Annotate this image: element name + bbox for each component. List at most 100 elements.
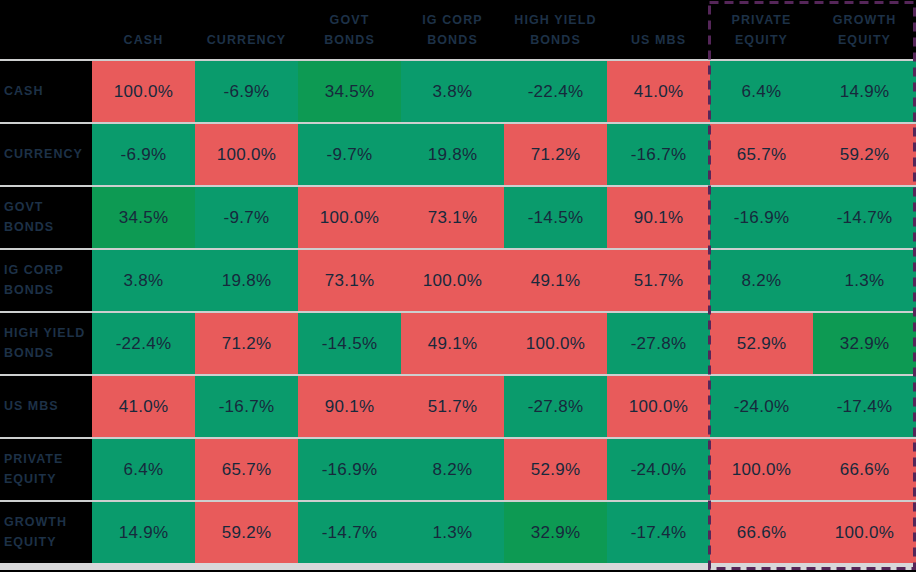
row-header: PRIVATE EQUITY — [0, 439, 92, 500]
matrix-cell: 32.9% — [504, 502, 607, 563]
row-header-label: CURRENCY — [4, 145, 83, 164]
matrix-cell: -6.9% — [195, 61, 298, 122]
row-header-label: US MBS — [4, 397, 59, 416]
row-header-label: GROWTH EQUITY — [4, 513, 90, 552]
cell-value: -16.9% — [322, 460, 378, 480]
row-header-label: HIGH YIELD BONDS — [4, 324, 90, 363]
column-header: GOVT BONDS — [298, 0, 401, 59]
cell-value: 100.0% — [320, 208, 379, 228]
matrix-cell: 100.0% — [195, 124, 298, 185]
cell-value: 49.1% — [428, 334, 478, 354]
matrix-row: GOVT BONDS34.5%-9.7%100.0%73.1%-14.5%90.… — [0, 187, 916, 248]
matrix-cell: -14.5% — [298, 313, 401, 374]
column-header-label: HIGH YIELD BONDS — [510, 11, 601, 50]
matrix-cell: -16.9% — [710, 187, 813, 248]
matrix-cell: -6.9% — [92, 124, 195, 185]
matrix-cell: 19.8% — [195, 250, 298, 311]
matrix-cell: 66.6% — [710, 502, 813, 563]
row-header-label: CASH — [4, 82, 43, 101]
matrix-cell: 71.2% — [504, 124, 607, 185]
cell-value: -24.0% — [631, 460, 687, 480]
matrix-cell: 6.4% — [710, 61, 813, 122]
cell-value: -9.7% — [224, 208, 270, 228]
row-header: HIGH YIELD BONDS — [0, 313, 92, 374]
matrix-cell: 8.2% — [710, 250, 813, 311]
cell-value: -27.8% — [631, 334, 687, 354]
column-header-label: GROWTH EQUITY — [819, 11, 910, 50]
bottom-strip — [0, 563, 916, 570]
matrix-cell: 65.7% — [710, 124, 813, 185]
cell-value: 1.3% — [433, 523, 473, 543]
column-header: HIGH YIELD BONDS — [504, 0, 607, 59]
cell-value: -14.7% — [322, 523, 378, 543]
cell-value: 19.8% — [222, 271, 272, 291]
matrix-cell: -24.0% — [710, 376, 813, 437]
matrix-row: HIGH YIELD BONDS-22.4%71.2%-14.5% 49.1% 10… — [0, 313, 916, 374]
matrix-row: GROWTH EQUITY 14.9% 59.2% -14.7% 1.3% 32.9% -1… — [0, 502, 916, 563]
column-header-label: IG CORP BONDS — [407, 11, 498, 50]
matrix-cell: -27.8% — [504, 376, 607, 437]
column-header-label: CURRENCY — [207, 31, 287, 50]
cell-value: 59.2% — [840, 145, 890, 165]
cell-value: 73.1% — [325, 271, 375, 291]
cell-value: 100.0% — [423, 271, 482, 291]
cell-value: 3.8% — [124, 271, 164, 291]
matrix-cell: 90.1% — [607, 187, 710, 248]
matrix-cell: 51.7% — [607, 250, 710, 311]
cell-value: 73.1% — [428, 208, 478, 228]
row-header: CASH — [0, 61, 92, 122]
matrix-cell: -17.4% — [813, 376, 916, 437]
matrix-cell: -24.0% — [607, 439, 710, 500]
column-header-label: PRIVATE EQUITY — [716, 11, 807, 50]
matrix-cell: 71.2% — [195, 313, 298, 374]
cell-value: 14.9% — [119, 523, 169, 543]
cell-value: 100.0% — [114, 82, 173, 102]
matrix-cell: 59.2% — [195, 502, 298, 563]
column-header: CURRENCY — [195, 0, 298, 59]
matrix-cell: -14.7% — [813, 187, 916, 248]
cell-value: -17.4% — [631, 523, 687, 543]
row-header-label: PRIVATE EQUITY — [4, 450, 90, 489]
cell-value: 100.0% — [526, 334, 585, 354]
matrix-cell: 100.0% — [504, 313, 607, 374]
cell-value: -6.9% — [121, 145, 167, 165]
column-header: US MBS — [607, 0, 710, 59]
matrix-cell: -16.9% — [298, 439, 401, 500]
cell-value: -24.0% — [734, 397, 790, 417]
matrix-cell: 3.8% — [92, 250, 195, 311]
cell-value: 32.9% — [840, 334, 890, 354]
cell-value: 59.2% — [222, 523, 272, 543]
row-header: GOVT BONDS — [0, 187, 92, 248]
matrix-cell: 100.0% — [298, 187, 401, 248]
matrix-cell: 49.1% — [504, 250, 607, 311]
cell-value: -9.7% — [327, 145, 373, 165]
cell-value: -16.7% — [219, 397, 275, 417]
cell-value: -14.7% — [837, 208, 893, 228]
matrix-cell: -22.4% — [92, 313, 195, 374]
cell-value: 49.1% — [531, 271, 581, 291]
column-header-label: CASH — [124, 31, 164, 50]
matrix-cell: -22.4% — [504, 61, 607, 122]
cell-value: 52.9% — [531, 460, 581, 480]
matrix-cell: 66.6% — [813, 439, 916, 500]
cell-value: -16.9% — [734, 208, 790, 228]
matrix-cell: 100.0% — [710, 439, 813, 500]
row-header: GROWTH EQUITY — [0, 502, 92, 563]
cell-value: 34.5% — [325, 82, 375, 102]
matrix-row: CURRENCY-6.9%100.0%-9.7%19.8%71.2%-16.7%… — [0, 124, 916, 185]
matrix-cell: 100.0% — [607, 376, 710, 437]
cell-value: 6.4% — [742, 82, 782, 102]
matrix-cell: 1.3% — [401, 502, 504, 563]
matrix-cell: 100.0% — [813, 502, 916, 563]
matrix-cell: 73.1% — [401, 187, 504, 248]
matrix-cell: 51.7% — [401, 376, 504, 437]
matrix-cell: 49.1% — [401, 313, 504, 374]
correlation-matrix: CASH CURRENCY GOVT BONDS IG CORP BONDS HIGH … — [0, 0, 916, 572]
cell-value: 8.2% — [742, 271, 782, 291]
row-header-label: GOVT BONDS — [4, 198, 90, 237]
column-header-label: GOVT BONDS — [304, 11, 395, 50]
cell-value: 90.1% — [634, 208, 684, 228]
matrix-cell: -14.7% — [298, 502, 401, 563]
matrix-cell: 90.1% — [298, 376, 401, 437]
matrix-cell: -9.7% — [298, 124, 401, 185]
